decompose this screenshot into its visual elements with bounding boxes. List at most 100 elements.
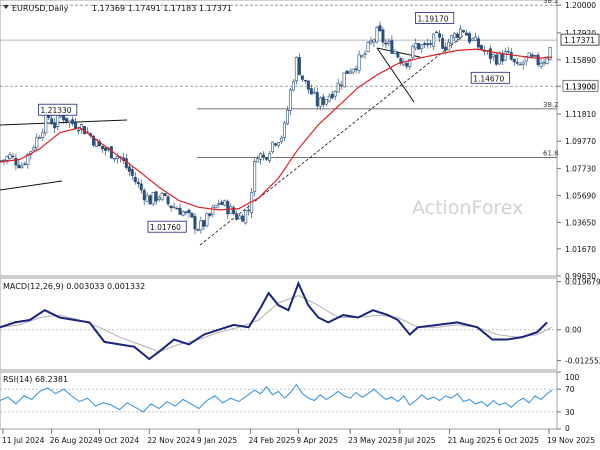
candle-body — [241, 215, 245, 222]
candle-body — [464, 32, 468, 36]
price-annotation-label: 1.01760 — [150, 223, 181, 232]
fib-level-label: 38.2 — [543, 0, 559, 5]
candle-body — [139, 183, 143, 191]
rsi-panel: RSI(14) 68.2381 100 70 30 0 — [0, 371, 580, 433]
macd-signal-line — [0, 295, 553, 353]
x-tick-label: 9 Apr 2025 — [296, 436, 338, 445]
support-level-box — [562, 79, 599, 92]
candle-body — [205, 213, 209, 227]
candle-body — [151, 192, 155, 205]
candle-body — [17, 164, 21, 169]
candle-body — [450, 35, 454, 44]
candle-body — [354, 68, 358, 70]
candle-body — [348, 71, 352, 74]
lower-trendline-left — [0, 180, 63, 191]
price-annotation-box — [415, 12, 455, 24]
candle-body — [217, 203, 221, 205]
candle-body — [271, 141, 275, 153]
candle-body — [500, 53, 504, 62]
candle-body — [390, 40, 394, 54]
candle-body — [2, 159, 6, 161]
candle-body — [372, 39, 376, 43]
price-annotation-box — [470, 71, 510, 84]
candle-body — [303, 79, 307, 82]
candle-body — [32, 147, 36, 151]
rsi-y-tick-label: 30 — [565, 408, 575, 417]
candle-body — [187, 209, 191, 214]
candle-body — [429, 43, 433, 45]
macd-y-tick-label: 0.019679 — [565, 278, 600, 287]
candle-body — [476, 38, 480, 48]
candle-body — [417, 43, 421, 50]
collapse-arrow-icon[interactable] — [3, 5, 9, 9]
rsi-y-tick-label: 100 — [565, 373, 580, 382]
candle-body — [294, 56, 298, 82]
candle-body — [456, 33, 460, 38]
candle-body — [256, 158, 260, 163]
macd-y-axis: 0.019679 0.00 -0.012552 — [557, 278, 600, 365]
candle-body — [378, 25, 382, 32]
candle-body — [208, 213, 212, 216]
candle-body — [491, 54, 495, 58]
candle-body — [387, 41, 391, 44]
candle-body — [351, 68, 355, 73]
price-y-tick-label: 1.15890 — [565, 56, 596, 65]
candle-body — [441, 38, 445, 49]
candle-body — [247, 209, 251, 212]
candle-body — [548, 46, 552, 60]
candle-body — [202, 220, 206, 227]
candle-body — [306, 80, 310, 90]
candle-body — [41, 131, 45, 139]
dashed-retracement-line — [199, 35, 464, 246]
price-y-tick-label: 1.03650 — [565, 219, 596, 228]
candle-body — [23, 163, 27, 165]
price-annotation-label: 1.21330 — [41, 106, 72, 115]
x-tick-label: 24 Feb 2025 — [249, 436, 296, 445]
price-panel: ActionForex 38.238.261.81.13900 1.213301… — [0, 0, 600, 281]
candle-body — [408, 59, 412, 67]
candle-body — [163, 193, 167, 196]
price-annotation-box — [38, 103, 78, 116]
candle-body — [512, 58, 516, 63]
candle-body — [154, 191, 158, 202]
price-annotation-label: 1.14670 — [473, 74, 504, 83]
candle-body — [103, 147, 107, 151]
price-y-tick-label: 1.01670 — [565, 245, 596, 254]
candle-body — [244, 210, 248, 224]
price-y-axis: 1.20000 1.17920 1.15890 1.13900 1.11810 1.097… — [557, 1, 596, 281]
candle-body — [366, 41, 370, 53]
candle-body — [444, 46, 448, 51]
candle-body — [506, 50, 510, 53]
price-y-tick-label: 1.13900 — [565, 82, 596, 91]
candle-body — [515, 61, 519, 64]
candle-body — [396, 51, 400, 58]
candle-body — [276, 142, 280, 147]
candle-body — [291, 81, 295, 91]
candle-body — [357, 54, 361, 71]
candle-body — [423, 43, 427, 45]
candle-body — [190, 212, 194, 218]
candle-body — [420, 44, 424, 49]
support-level-label: 1.13900 — [565, 82, 596, 91]
candle-body — [196, 229, 200, 231]
candle-body — [148, 195, 152, 205]
candle-body — [411, 46, 415, 58]
candle-body — [321, 96, 325, 105]
candle-body — [315, 92, 319, 107]
candle-body — [497, 52, 501, 65]
candle-body — [414, 43, 418, 49]
candle-body — [181, 211, 185, 216]
candle-body — [226, 201, 230, 215]
candle-body — [384, 42, 388, 45]
price-y-tick-label: 1.20000 — [565, 1, 596, 10]
candle-body — [470, 38, 474, 41]
candle-body — [279, 137, 283, 142]
price-annotation-box — [147, 220, 187, 233]
candle-body — [426, 43, 430, 46]
candle-body — [369, 40, 373, 44]
candle-body — [145, 195, 149, 202]
candle-body — [238, 215, 242, 220]
candle-body — [35, 136, 39, 149]
